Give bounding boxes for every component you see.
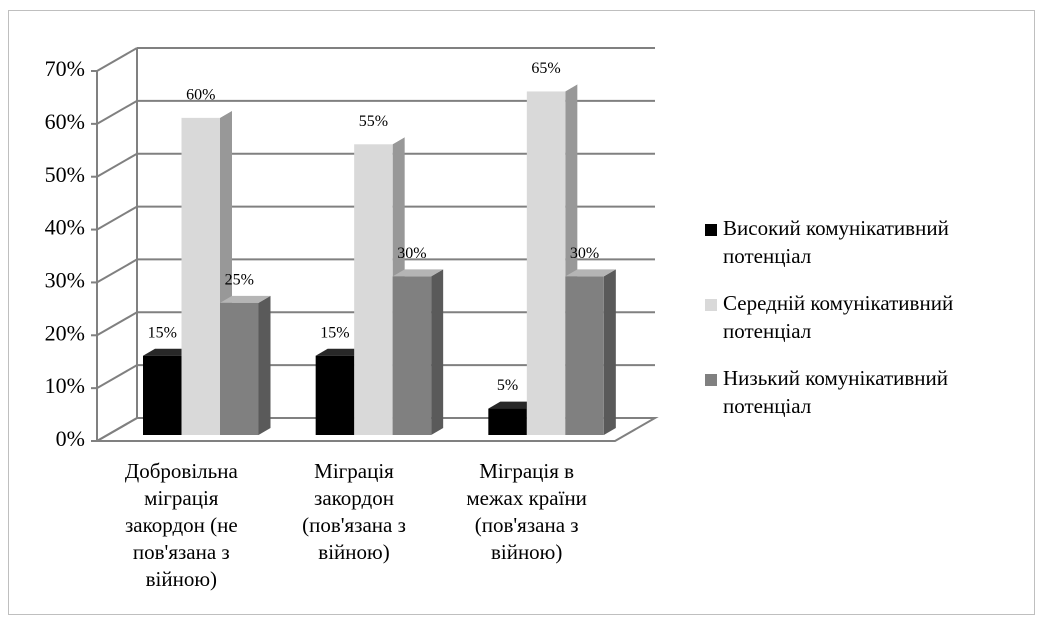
bar-front [315, 355, 355, 435]
bar-top [354, 137, 405, 145]
grid-line-side [96, 152, 138, 178]
bar-top [526, 84, 578, 92]
y-tick-label: 0% [56, 426, 85, 451]
grid-line-side [96, 99, 138, 125]
x-tick-label: Добровільна міграція закордон (не пов'язана… [125, 459, 239, 591]
grid-line-side [96, 311, 138, 337]
bar-front [354, 144, 393, 436]
legend-label: Середній комунікативний потенціал [723, 291, 953, 343]
bar-front [488, 408, 527, 435]
data-label: 15% [320, 324, 349, 341]
data-label: 5% [497, 377, 518, 394]
grid-line-side [96, 47, 138, 72]
data-label: 30% [570, 245, 599, 262]
y-tick-label: 20% [45, 320, 85, 345]
y-tick-label: 60% [45, 109, 85, 134]
bar-front [392, 276, 432, 435]
bar [220, 295, 271, 435]
bar-top [392, 269, 444, 277]
legend-label: Високий комунікативний потенціал [723, 216, 949, 268]
bar-side [603, 269, 616, 435]
bar-front [526, 91, 566, 435]
bar-top [315, 348, 367, 356]
bar-top [565, 269, 616, 277]
bar-top [181, 110, 232, 118]
grid-line-side [96, 205, 138, 231]
y-tick-label: 50% [45, 162, 85, 187]
bar-top [220, 295, 271, 303]
data-label: 60% [186, 87, 215, 104]
legend-marker [705, 224, 717, 236]
y-tick-label: 30% [45, 267, 85, 292]
bar-front [143, 355, 182, 435]
grid-line-side [96, 364, 138, 390]
data-label: 25% [225, 272, 254, 289]
grid-line-side [96, 258, 138, 284]
bar-front [220, 302, 259, 435]
legend-label: Низький комунікативний потенціал [723, 366, 948, 418]
legend-marker [705, 374, 717, 386]
data-label: 65% [531, 60, 560, 77]
bar-top [488, 401, 539, 409]
y-tick-label: 40% [45, 215, 85, 240]
data-label: 30% [397, 245, 426, 262]
data-label: 55% [359, 113, 388, 130]
data-label: 15% [148, 324, 177, 341]
legend-marker [705, 299, 717, 311]
bar-front [181, 117, 220, 435]
y-tick-label: 10% [45, 373, 85, 398]
bar-top [143, 348, 194, 356]
bar-front [565, 276, 604, 435]
bar-side [258, 295, 271, 435]
y-tick-label: 70% [45, 56, 85, 81]
x-tick-label: Міграція в межах країни (пов'язана з війною… [466, 459, 587, 564]
bar [392, 269, 444, 435]
bar [565, 269, 616, 435]
grid-line-side [96, 417, 138, 442]
x-tick-label: Міграція закордон (пов'язана з війною) [302, 459, 406, 564]
bar-side [431, 269, 444, 435]
